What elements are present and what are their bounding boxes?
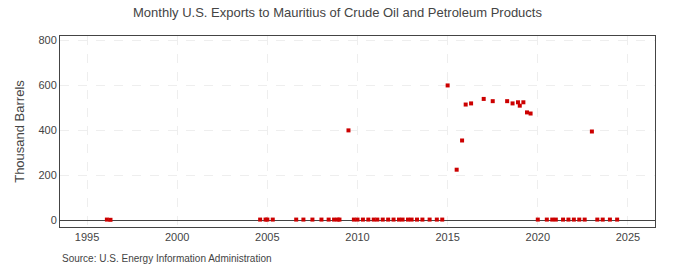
svg-text:2000: 2000 <box>165 231 189 243</box>
svg-text:0: 0 <box>51 214 57 226</box>
svg-text:2025: 2025 <box>616 231 640 243</box>
svg-text:1995: 1995 <box>75 231 99 243</box>
svg-text:Thousand Barrels: Thousand Barrels <box>12 80 27 183</box>
svg-text:200: 200 <box>38 169 56 181</box>
svg-text:Monthly U.S. Exports to Maurit: Monthly U.S. Exports to Mauritius of Cru… <box>133 5 542 20</box>
svg-text:600: 600 <box>38 79 56 91</box>
svg-text:400: 400 <box>38 124 56 136</box>
svg-text:2005: 2005 <box>255 231 279 243</box>
svg-text:2020: 2020 <box>526 231 550 243</box>
svg-text:2010: 2010 <box>345 231 369 243</box>
svg-text:Source: U.S. Energy Informatio: Source: U.S. Energy Information Administ… <box>62 253 272 264</box>
svg-text:800: 800 <box>38 34 56 46</box>
svg-text:2015: 2015 <box>435 231 459 243</box>
